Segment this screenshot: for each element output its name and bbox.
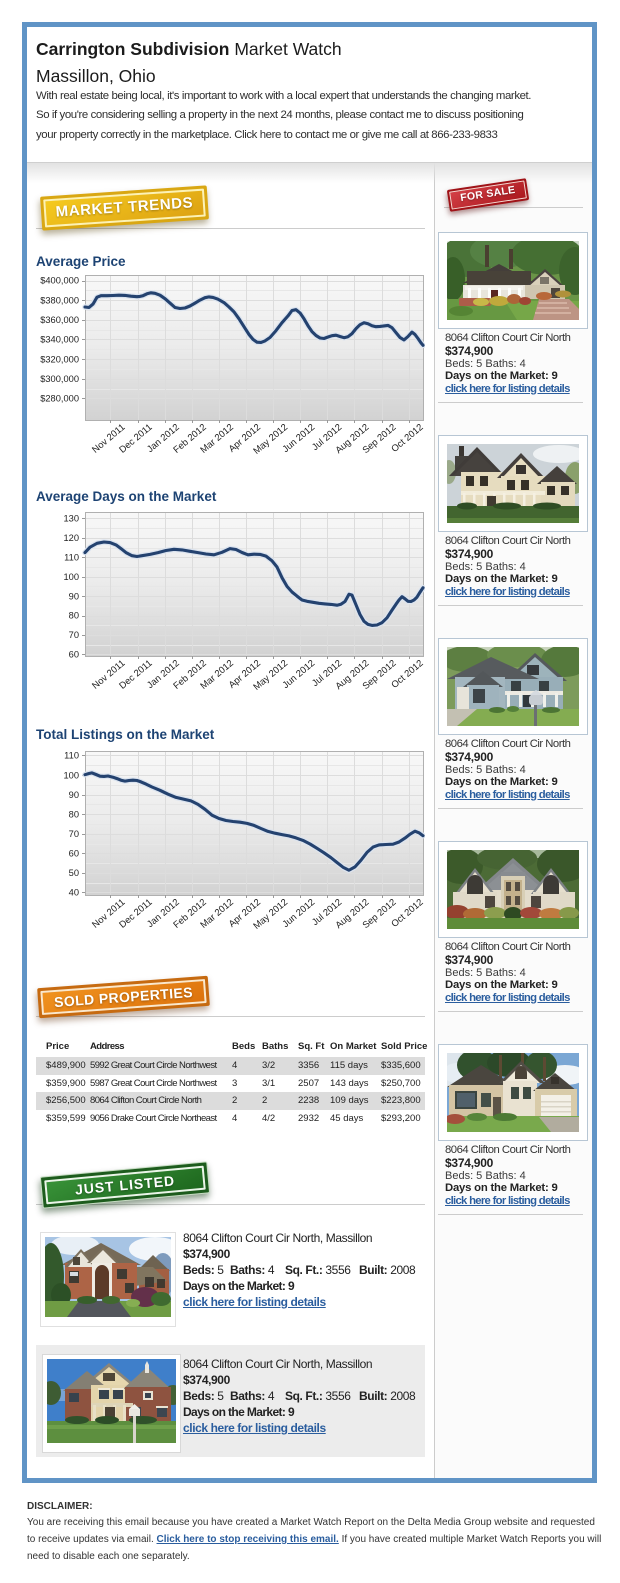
svg-text:130: 130 — [63, 514, 79, 524]
svg-text:$300,000: $300,000 — [40, 374, 79, 384]
svg-text:50: 50 — [69, 868, 79, 878]
svg-text:$340,000: $340,000 — [40, 335, 79, 345]
svg-text:60: 60 — [69, 650, 79, 660]
svg-text:80: 80 — [69, 809, 79, 819]
svg-text:$360,000: $360,000 — [40, 315, 79, 325]
svg-text:80: 80 — [69, 611, 79, 621]
svg-text:70: 70 — [69, 630, 79, 640]
svg-text:40: 40 — [69, 888, 79, 898]
svg-text:$320,000: $320,000 — [40, 354, 79, 364]
svg-text:90: 90 — [69, 591, 79, 601]
svg-text:70: 70 — [69, 829, 79, 839]
svg-text:110: 110 — [64, 553, 79, 563]
svg-text:90: 90 — [69, 790, 79, 800]
svg-text:$380,000: $380,000 — [40, 295, 79, 305]
svg-text:120: 120 — [63, 533, 79, 543]
svg-text:100: 100 — [63, 770, 79, 780]
svg-text:$280,000: $280,000 — [40, 394, 79, 404]
svg-text:$400,000: $400,000 — [40, 276, 79, 286]
svg-text:100: 100 — [63, 572, 79, 582]
svg-text:110: 110 — [64, 751, 79, 761]
svg-text:60: 60 — [69, 849, 79, 859]
